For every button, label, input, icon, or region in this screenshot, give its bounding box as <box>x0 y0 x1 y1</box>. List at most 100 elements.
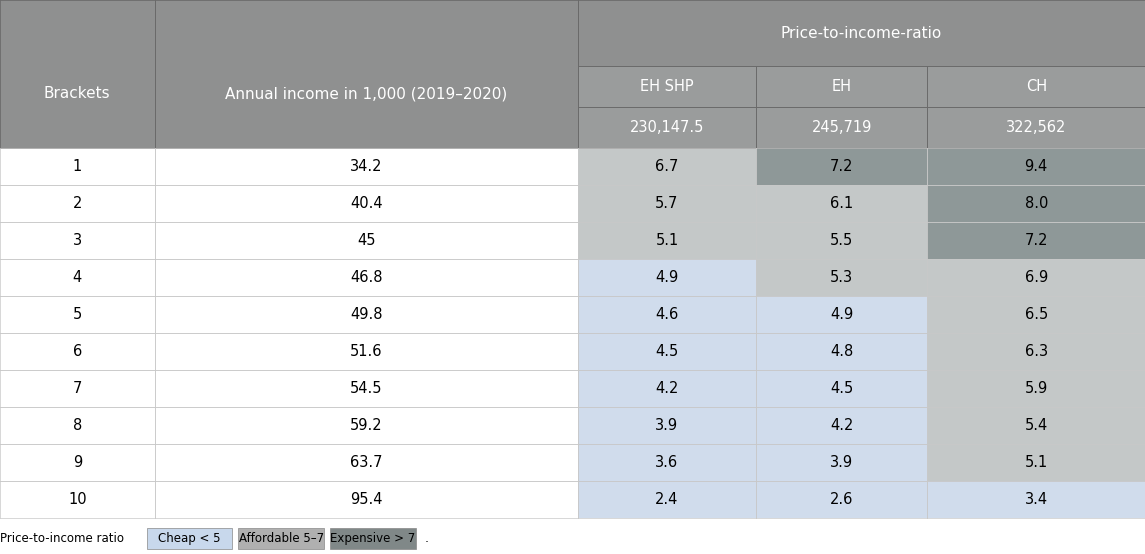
Text: Price-to-income-ratio: Price-to-income-ratio <box>781 25 942 40</box>
Text: 3.4: 3.4 <box>1025 492 1048 507</box>
Bar <box>756 107 927 147</box>
Text: 5.1: 5.1 <box>655 233 679 248</box>
Text: 6.1: 6.1 <box>830 196 853 211</box>
Text: 3: 3 <box>73 233 81 248</box>
Bar <box>155 444 578 481</box>
Bar <box>578 0 1145 66</box>
Text: 4.9: 4.9 <box>830 307 853 322</box>
Text: 9.4: 9.4 <box>1025 158 1048 173</box>
Text: 9: 9 <box>72 455 82 470</box>
Text: 3.9: 3.9 <box>655 418 679 433</box>
Text: 5.7: 5.7 <box>655 196 679 211</box>
Bar <box>578 107 756 147</box>
Bar <box>0 222 155 259</box>
Text: 4.5: 4.5 <box>830 381 853 396</box>
Bar <box>927 444 1145 481</box>
Text: .: . <box>425 532 428 545</box>
Bar <box>0 296 155 333</box>
Bar <box>927 370 1145 407</box>
Bar <box>756 222 927 259</box>
Text: Price-to-income ratio: Price-to-income ratio <box>0 532 124 545</box>
Bar <box>927 259 1145 296</box>
Bar <box>155 370 578 407</box>
Bar <box>927 147 1145 184</box>
Text: Expensive > 7: Expensive > 7 <box>330 532 416 545</box>
Bar <box>578 407 756 444</box>
Bar <box>0 481 155 518</box>
Bar <box>0 444 155 481</box>
Text: 2: 2 <box>72 196 82 211</box>
Bar <box>578 333 756 370</box>
Bar <box>0 0 155 147</box>
Bar <box>927 107 1145 147</box>
Text: 322,562: 322,562 <box>1006 120 1066 135</box>
Text: 5.4: 5.4 <box>1025 418 1048 433</box>
Text: EH: EH <box>831 79 852 94</box>
Bar <box>756 370 927 407</box>
Bar <box>147 528 232 549</box>
Text: 7: 7 <box>72 381 82 396</box>
Text: 34.2: 34.2 <box>350 158 382 173</box>
Text: 5.9: 5.9 <box>1025 381 1048 396</box>
Bar <box>578 370 756 407</box>
Bar <box>756 481 927 518</box>
Text: 5.1: 5.1 <box>1025 455 1048 470</box>
Bar <box>756 66 927 107</box>
Text: 5.5: 5.5 <box>830 233 853 248</box>
Bar <box>756 147 927 184</box>
Text: 1: 1 <box>72 158 82 173</box>
Bar <box>155 259 578 296</box>
Bar <box>0 259 155 296</box>
Text: 6.5: 6.5 <box>1025 307 1048 322</box>
Text: 45: 45 <box>357 233 376 248</box>
Text: Cheap < 5: Cheap < 5 <box>158 532 221 545</box>
Text: 8.0: 8.0 <box>1025 196 1048 211</box>
Text: 3.9: 3.9 <box>830 455 853 470</box>
Bar <box>238 528 324 549</box>
Text: 5: 5 <box>72 307 82 322</box>
Bar <box>155 184 578 222</box>
Bar <box>155 147 578 184</box>
Text: 63.7: 63.7 <box>350 455 382 470</box>
Bar <box>756 184 927 222</box>
Bar <box>330 528 416 549</box>
Bar <box>155 0 578 147</box>
Text: 5.3: 5.3 <box>830 270 853 285</box>
Text: 46.8: 46.8 <box>350 270 382 285</box>
Text: 7.2: 7.2 <box>830 158 853 173</box>
Text: CH: CH <box>1026 79 1047 94</box>
Text: 8: 8 <box>72 418 82 433</box>
Bar <box>578 184 756 222</box>
Bar <box>927 222 1145 259</box>
Bar <box>155 481 578 518</box>
Bar <box>927 407 1145 444</box>
Text: 3.6: 3.6 <box>655 455 679 470</box>
Text: Annual income in 1,000 (2019–2020): Annual income in 1,000 (2019–2020) <box>226 86 507 101</box>
Bar <box>578 444 756 481</box>
Bar <box>756 444 927 481</box>
Text: 2.4: 2.4 <box>655 492 679 507</box>
Bar <box>578 481 756 518</box>
Text: 4.9: 4.9 <box>655 270 679 285</box>
Bar <box>155 222 578 259</box>
Text: 4.6: 4.6 <box>655 307 679 322</box>
Bar <box>155 333 578 370</box>
Text: 4.2: 4.2 <box>830 418 853 433</box>
Bar <box>927 481 1145 518</box>
Text: 4.2: 4.2 <box>655 381 679 396</box>
Text: 4: 4 <box>72 270 82 285</box>
Bar <box>578 147 756 184</box>
Text: 245,719: 245,719 <box>812 120 871 135</box>
Text: Affordable 5–7: Affordable 5–7 <box>238 532 324 545</box>
Bar <box>927 296 1145 333</box>
Text: 7.2: 7.2 <box>1025 233 1048 248</box>
Text: 6.7: 6.7 <box>655 158 679 173</box>
Bar <box>756 333 927 370</box>
Text: 4.8: 4.8 <box>830 344 853 359</box>
Bar <box>756 296 927 333</box>
Text: 230,147.5: 230,147.5 <box>630 120 704 135</box>
Text: 51.6: 51.6 <box>350 344 382 359</box>
Text: 2.6: 2.6 <box>830 492 853 507</box>
Bar <box>155 296 578 333</box>
Bar <box>0 184 155 222</box>
